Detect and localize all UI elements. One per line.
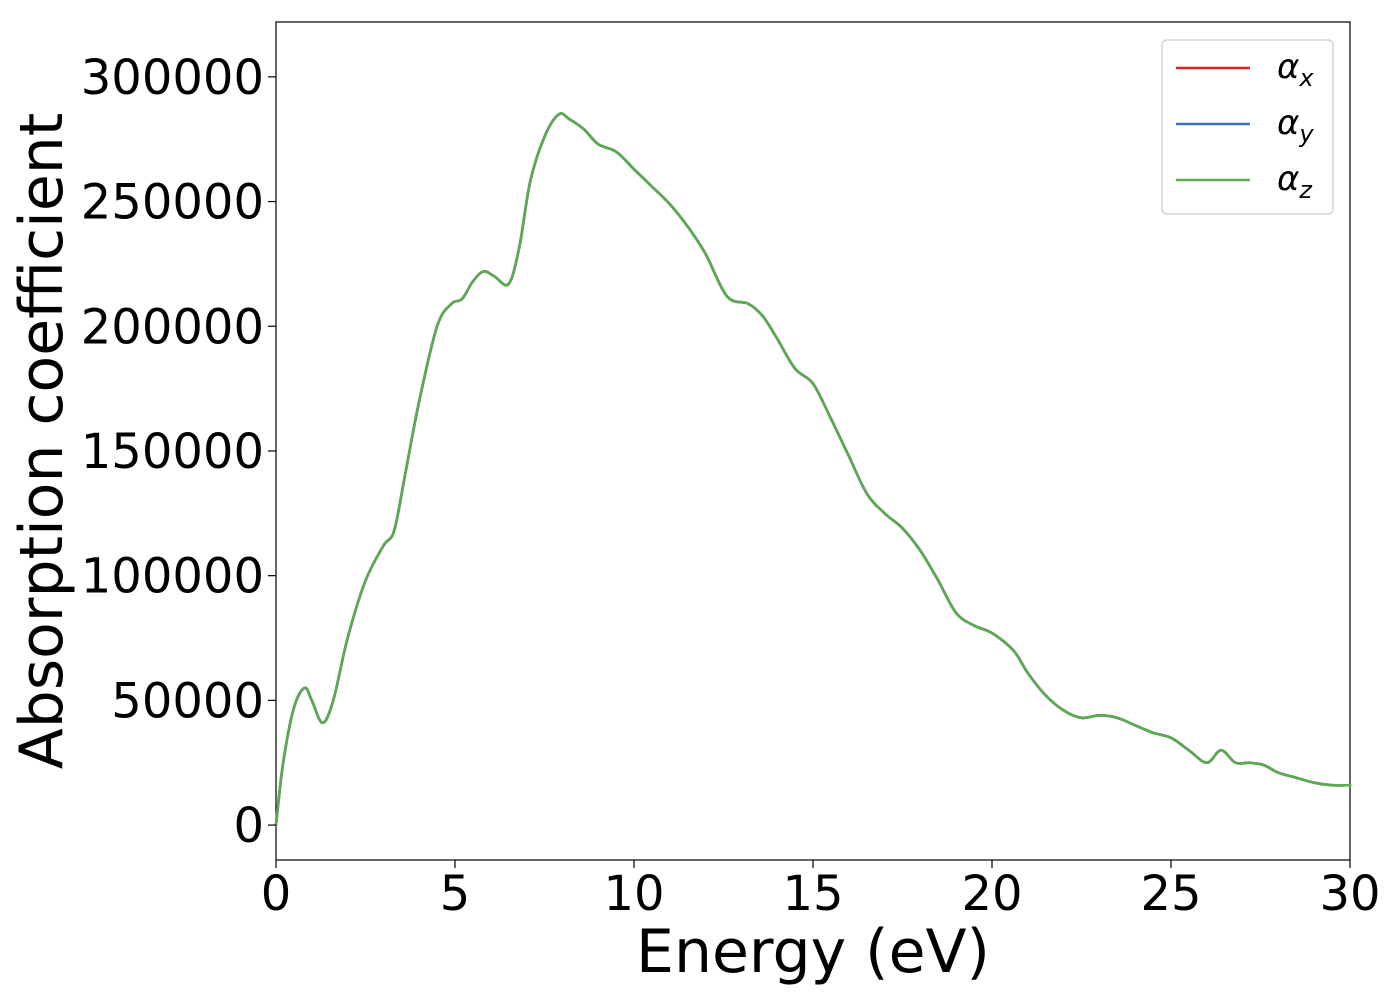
- y-tick-label: 200000: [81, 299, 264, 355]
- x-axis-label: Energy (eV): [636, 917, 990, 987]
- series-layer: [274, 112, 1352, 827]
- legend-label-z: αz: [1277, 159, 1313, 204]
- y-axis-label: Absorption coefficient: [7, 113, 77, 770]
- legend-box: [1161, 39, 1334, 215]
- legend-label-subscript: y: [1298, 120, 1314, 148]
- x-tick-label: 15: [782, 866, 843, 922]
- legend-label-subscript: z: [1298, 176, 1313, 204]
- x-tick-label: 10: [603, 866, 664, 922]
- legend-label-symbol: α: [1277, 47, 1299, 87]
- legend-label-x: αx: [1277, 47, 1314, 92]
- legend-label-subscript: x: [1298, 64, 1314, 92]
- y-tick-label: 0: [233, 798, 264, 854]
- x-axis: 0 5 10 15 20 25 30: [261, 860, 1381, 922]
- x-tick-label: 5: [440, 866, 471, 922]
- y-tick-label: 50000: [111, 673, 264, 729]
- x-tick-label: 0: [261, 866, 292, 922]
- legend-label-symbol: α: [1277, 103, 1299, 143]
- x-tick-label: 20: [961, 866, 1022, 922]
- x-tick-label: 30: [1319, 866, 1380, 922]
- y-tick-label: 250000: [81, 175, 264, 231]
- y-tick-label: 300000: [81, 50, 264, 106]
- legend-label-symbol: α: [1277, 159, 1299, 199]
- legend-label-y: αy: [1277, 103, 1314, 148]
- y-axis: 0 50000 100000 150000 200000 250000 300000: [81, 50, 276, 854]
- series-line-z: [274, 112, 1352, 827]
- y-tick-label: 150000: [81, 424, 264, 480]
- x-tick-label: 25: [1140, 866, 1201, 922]
- y-tick-label: 100000: [81, 549, 264, 605]
